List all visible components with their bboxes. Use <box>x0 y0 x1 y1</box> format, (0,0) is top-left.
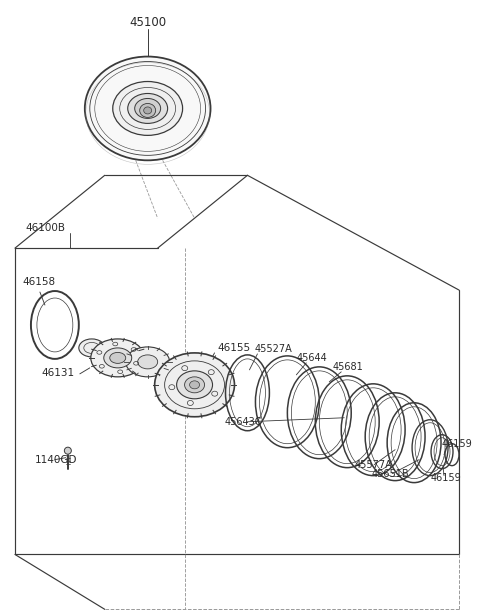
Text: 46159: 46159 <box>442 438 473 449</box>
Ellipse shape <box>126 347 169 377</box>
Text: 45577A: 45577A <box>354 459 392 470</box>
Text: 45643C: 45643C <box>225 417 262 427</box>
Ellipse shape <box>128 93 168 124</box>
Text: 1140GD: 1140GD <box>35 454 77 465</box>
Text: 45100: 45100 <box>129 16 166 29</box>
Text: 46158: 46158 <box>22 277 55 287</box>
Ellipse shape <box>185 377 204 393</box>
Text: 45681: 45681 <box>332 362 363 372</box>
Ellipse shape <box>138 355 157 369</box>
Text: 46100B: 46100B <box>25 223 65 233</box>
Ellipse shape <box>110 352 126 363</box>
Text: 46155: 46155 <box>217 343 251 353</box>
Text: 45644: 45644 <box>296 353 327 363</box>
Ellipse shape <box>85 57 211 161</box>
Ellipse shape <box>144 107 152 114</box>
Ellipse shape <box>79 339 105 357</box>
Text: 45527A: 45527A <box>254 344 292 354</box>
Ellipse shape <box>91 339 144 377</box>
Ellipse shape <box>104 348 132 368</box>
Ellipse shape <box>64 447 72 454</box>
Ellipse shape <box>177 371 213 399</box>
Text: 46159: 46159 <box>431 472 462 483</box>
Ellipse shape <box>190 381 200 389</box>
Ellipse shape <box>113 82 182 135</box>
Text: 45651B: 45651B <box>371 469 409 478</box>
Ellipse shape <box>140 103 156 117</box>
Text: 46131: 46131 <box>42 368 75 378</box>
Ellipse shape <box>135 98 161 119</box>
Ellipse shape <box>155 353 235 417</box>
